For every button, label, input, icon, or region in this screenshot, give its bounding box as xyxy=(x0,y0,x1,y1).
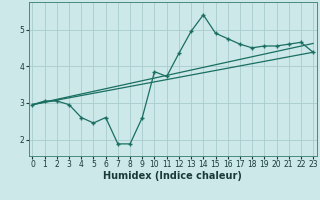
X-axis label: Humidex (Indice chaleur): Humidex (Indice chaleur) xyxy=(103,171,242,181)
